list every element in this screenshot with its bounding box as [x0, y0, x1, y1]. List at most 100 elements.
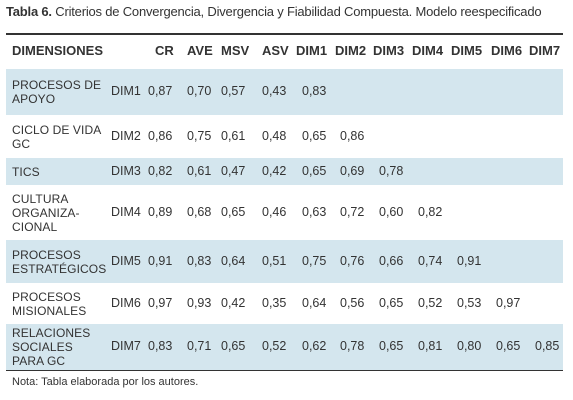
dimension-name-line: RELACIONES [12, 326, 91, 340]
table-row: PROCESOS DE APOYO DIM1 0,87 0,70 0,57 0,43 0,83 [6, 69, 563, 115]
value-cell: 0,46 [262, 205, 287, 219]
table-row: CULTURA ORGANIZA- CIONAL DIM4 0,89 0,68 0,65 0,… [6, 185, 563, 240]
dimension-name: TICs [12, 165, 40, 179]
value-cell: 0,70 [187, 84, 212, 98]
column-header: DIM4 [412, 43, 444, 58]
value-cell: 0,65 [221, 205, 246, 219]
dimension-name: PROCESOS MISIONALES [12, 290, 86, 318]
dimension-name-line: SOCIALES [12, 340, 73, 354]
top-rule [6, 33, 563, 35]
dimension-name: PROCESOS ESTRATÉGICOS [12, 248, 106, 276]
value-cell: 0,83 [302, 84, 327, 98]
value-cell: 0,64 [302, 296, 327, 310]
column-header: DIM5 [451, 43, 483, 58]
dimension-name-line: TICs [12, 165, 40, 179]
dimension-code: DIM3 [111, 164, 141, 178]
dimension-code: DIM5 [111, 254, 141, 268]
value-cell: 0,97 [496, 296, 521, 310]
value-cell: 0,93 [187, 296, 212, 310]
value-cell: 0,82 [148, 164, 173, 178]
column-header: ASV [262, 43, 289, 58]
dimension-name: RELACIONES SOCIALES PARA GC [12, 326, 90, 368]
value-cell: 0,83 [148, 339, 173, 353]
table-row: RELACIONES SOCIALES PARA GC DIM7 0,83 0,71 0,6… [6, 324, 563, 370]
dimension-code: DIM6 [111, 296, 141, 310]
dimension-name: CULTURA ORGANIZA- CIONAL [12, 192, 80, 234]
column-header: DIMENSIONES [12, 43, 104, 58]
value-cell: 0,82 [418, 205, 443, 219]
value-cell: 0,56 [340, 296, 365, 310]
value-cell: 0,42 [262, 164, 287, 178]
value-cell: 0,60 [379, 205, 404, 219]
dimension-name-line: PROCESOS DE [12, 78, 102, 92]
value-cell: 0,75 [187, 129, 212, 143]
dimension-name: PROCESOS DE APOYO [12, 78, 101, 106]
value-cell: 0,87 [148, 84, 173, 98]
value-cell: 0,63 [302, 205, 327, 219]
dimension-name-line: ESTRATÉGICOS [12, 262, 107, 276]
dimension-name-line: PARA GC [12, 354, 66, 368]
caption-label: Tabla 6. [6, 4, 52, 19]
value-cell: 0,52 [262, 339, 287, 353]
value-cell: 0,65 [302, 129, 327, 143]
value-cell: 0,74 [418, 254, 443, 268]
value-cell: 0,48 [262, 129, 287, 143]
value-cell: 0,86 [340, 129, 365, 143]
dimension-code: DIM4 [111, 205, 141, 219]
table-row: CICLO DE VIDA GC DIM2 0,86 0,75 0,61 0,48 0,65 0… [6, 115, 563, 158]
value-cell: 0,35 [262, 296, 287, 310]
value-cell: 0,97 [148, 296, 173, 310]
column-header: MSV [221, 43, 250, 58]
bottom-rule [6, 370, 563, 371]
dimension-name-line: ORGANIZA- [12, 206, 80, 220]
value-cell: 0,65 [302, 164, 327, 178]
value-cell: 0,83 [187, 254, 212, 268]
column-header: CR [155, 43, 174, 58]
column-header: DIM7 [529, 43, 561, 58]
value-cell: 0,65 [496, 339, 521, 353]
dimension-code: DIM1 [111, 84, 141, 98]
value-cell: 0,47 [221, 164, 246, 178]
dimension-name-line: CIONAL [12, 220, 58, 234]
value-cell: 0,78 [340, 339, 365, 353]
value-cell: 0,69 [340, 164, 365, 178]
table-caption: Tabla 6. Criterios de Convergencia, Dive… [6, 4, 542, 19]
dimension-name-line: CICLO DE VIDA [12, 123, 102, 137]
column-header: DIM3 [373, 43, 405, 58]
column-header: AVE [187, 43, 213, 58]
column-header: DIM1 [296, 43, 328, 58]
table-row: PROCESOS ESTRATÉGICOS DIM5 0,91 0,83 0,64 0,51… [6, 240, 563, 283]
dimension-name-line: APOYO [12, 92, 56, 106]
value-cell: 0,75 [302, 254, 327, 268]
dimension-name-line: PROCESOS [12, 290, 81, 304]
dimension-code: DIM7 [111, 339, 141, 353]
dimension-name: CICLO DE VIDA GC [12, 123, 101, 151]
value-cell: 0,64 [221, 254, 246, 268]
table-row: TICs DIM3 0,82 0,61 0,47 0,42 0,65 0,69 0,78 [6, 158, 563, 185]
value-cell: 0,65 [379, 339, 404, 353]
value-cell: 0,78 [379, 164, 404, 178]
value-cell: 0,71 [187, 339, 212, 353]
value-cell: 0,86 [148, 129, 173, 143]
value-cell: 0,43 [262, 84, 287, 98]
dimension-name-line: MISIONALES [12, 304, 87, 318]
value-cell: 0,66 [379, 254, 404, 268]
value-cell: 0,85 [535, 339, 560, 353]
table-note: Nota: Tabla elaborada por los autores. [12, 376, 199, 388]
value-cell: 0,62 [302, 339, 327, 353]
value-cell: 0,91 [457, 254, 482, 268]
table-row: PROCESOS MISIONALES DIM6 0,97 0,93 0,42 0,35 0,… [6, 283, 563, 324]
value-cell: 0,65 [221, 339, 246, 353]
value-cell: 0,52 [418, 296, 443, 310]
caption-text: Criterios de Convergencia, Divergencia y… [55, 4, 542, 19]
value-cell: 0,65 [379, 296, 404, 310]
dimension-name-line: CULTURA [12, 192, 69, 206]
value-cell: 0,61 [221, 129, 246, 143]
value-cell: 0,89 [148, 205, 173, 219]
value-cell: 0,61 [187, 164, 212, 178]
value-cell: 0,51 [262, 254, 287, 268]
dimension-name-line: PROCESOS [12, 248, 81, 262]
dimension-code: DIM2 [111, 129, 141, 143]
value-cell: 0,57 [221, 84, 246, 98]
value-cell: 0,81 [418, 339, 443, 353]
